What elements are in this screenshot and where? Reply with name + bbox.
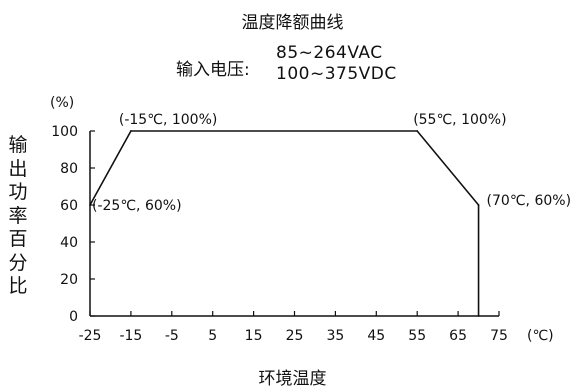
input-voltage-ac: 85~264VAC (276, 43, 383, 63)
y-axis-label: 输出功率百分比 (8, 134, 28, 297)
x-tick-label: 75 (490, 328, 508, 344)
point-annotation: (-15℃, 100%) (119, 112, 217, 128)
input-voltage-dc: 100~375VDC (276, 64, 397, 84)
y-unit-label: (%) (50, 95, 74, 111)
curve-point (89, 204, 91, 206)
x-tick-label: 5 (208, 328, 217, 344)
point-annotation: (55℃, 100%) (413, 112, 506, 128)
y-tick-label: 80 (60, 161, 78, 177)
chart-title: 温度降额曲线 (241, 13, 344, 33)
point-annotation: (-25℃, 60%) (92, 198, 182, 214)
curve-point (416, 130, 419, 132)
x-tick-label: -25 (79, 328, 102, 344)
x-tick-label: 15 (245, 328, 263, 344)
y-tick-label: 60 (60, 198, 78, 214)
curve-point (477, 315, 480, 317)
x-axis-label: 环境温度 (258, 369, 327, 389)
x-tick-label: 55 (408, 328, 426, 344)
curve-point (130, 130, 132, 132)
x-tick-label: -5 (165, 328, 179, 344)
y-tick-label: 40 (60, 235, 78, 251)
x-tick-label: -15 (119, 328, 142, 344)
x-tick-label: 45 (367, 328, 385, 344)
x-unit-label: (℃) (527, 328, 554, 344)
y-tick-label: 0 (69, 309, 78, 325)
y-tick-label: 100 (51, 124, 78, 140)
point-annotation: (70℃, 60%) (487, 193, 571, 209)
x-tick-label: 35 (326, 328, 344, 344)
derating-curve (89, 130, 480, 316)
x-tick-label: 65 (449, 328, 467, 344)
y-tick-label: 20 (60, 272, 78, 288)
x-tick-label: 25 (286, 328, 304, 344)
curve-point (477, 204, 480, 206)
input-voltage-label: 输入电压: (176, 60, 250, 80)
